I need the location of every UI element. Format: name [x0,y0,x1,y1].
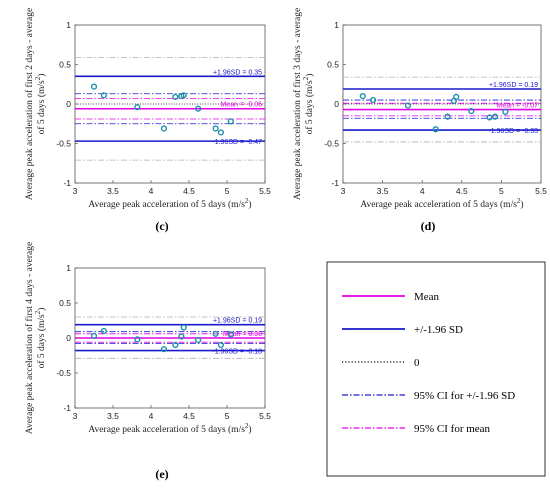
legend-frame [326,261,546,477]
data-point [217,341,225,349]
legend-label-ci_sd: 95% CI for +/-1.96 SD [414,390,515,402]
data-point [195,337,202,344]
x-tick-label: 5.5 [259,186,271,196]
x-tick-label: 5.5 [535,186,547,196]
x-tick-label: 3 [73,186,78,196]
data-point [180,92,187,99]
x-axis-label: Average peak acceleration of 5 days (m/s… [360,197,523,210]
data-point [486,114,493,121]
data-point [90,332,98,340]
legend-label-mean: Mean [414,291,440,303]
data-point [212,125,219,132]
mean-label: Mean = -0.06 [221,102,263,109]
data-point [217,129,225,136]
x-tick-label: 4 [420,186,425,196]
y-tick-label: 0.5 [59,298,71,308]
data-point [178,333,185,340]
panel-label: (c) [155,219,168,233]
y-tick-label: 0 [66,99,71,109]
x-axis-label: Average peak acceleration of 5 days (m/s… [88,422,251,435]
data-point [134,336,141,343]
x-tick-label: 4 [149,411,154,421]
legend-label-ci_mean: 95% CI for mean [414,423,491,435]
upper-sd-label: +1.96SD = 0.19 [213,318,262,325]
x-tick-label: 4.5 [456,186,468,196]
x-tick-label: 4.5 [183,411,195,421]
data-point [180,324,187,331]
data-point [100,92,107,99]
data-point [160,125,168,132]
y-tick-label: -0.5 [56,139,71,149]
panel-d: +1.96SD = 0.19 Mean = -0.07 -1.96SD = -0.3… [292,8,547,233]
upper-sd-label: +1.96SD = 0.19 [489,82,538,89]
lower-sd-label: -1.96SD = -0.18 [212,349,262,356]
data-point [212,330,219,337]
x-tick-label: 4 [149,186,154,196]
data-point [491,113,499,120]
panel-e: +1.96SD = 0.19 Mean = 0.00 -1.96SD = -0.18… [24,242,271,481]
data-point [453,93,460,100]
data-point [404,102,412,109]
y-tick-label: 0 [66,333,71,343]
data-point [134,104,141,111]
panel-label: (d) [421,219,436,233]
x-tick-label: 5 [225,411,230,421]
y-tick-label: -1 [63,178,71,188]
x-tick-label: 3.5 [107,186,119,196]
legend-label-zero: 0 [414,357,420,369]
data-point [432,126,439,133]
data-point [100,327,107,335]
y-tick-label: 0 [334,99,339,109]
upper-sd-label: +1.96SD = 0.35 [213,69,262,76]
panel-c: +1.96SD = 0.35 Mean = -0.06 -1.96SD = -0.4… [24,8,271,233]
y-axis-label: Average peak acceleration of first 4 day… [24,242,47,434]
panel-label: (e) [155,467,168,481]
y-tick-label: -0.5 [56,368,71,378]
y-tick-label: -0.5 [324,139,339,149]
data-point [359,92,366,100]
data-point [227,118,234,125]
x-tick-label: 4.5 [183,186,195,196]
data-point [90,83,98,90]
y-tick-label: 0.5 [59,60,71,70]
y-axis-label: Average peak acceleration of first 3 day… [292,8,315,200]
x-tick-label: 5.5 [259,411,271,421]
legend-label-sd: +/-1.96 SD [414,324,463,336]
data-point [195,105,202,112]
x-axis-label: Average peak acceleration of 5 days (m/s… [88,197,251,210]
data-point [172,341,179,349]
x-tick-label: 5 [499,186,504,196]
y-tick-label: -1 [331,178,339,188]
data-point [502,108,509,116]
y-tick-label: 1 [66,20,71,30]
data-point [172,93,179,100]
y-tick-label: 1 [66,263,71,273]
y-tick-label: -1 [63,403,71,413]
lower-sd-label: -1.96SD = -0.33 [488,128,538,135]
x-tick-label: 5 [225,186,230,196]
data-point [444,113,451,120]
x-tick-label: 3.5 [107,411,119,421]
x-tick-label: 3.5 [377,186,389,196]
y-axis-label: Average peak acceleration of first 2 day… [24,8,47,200]
data-point [369,96,377,104]
mean-label: Mean = 0.00 [223,331,262,338]
mean-label: Mean = -0.07 [497,103,539,110]
lower-sd-label: -1.96SD = -0.47 [212,139,262,146]
y-tick-label: 0.5 [327,60,339,70]
x-tick-label: 3 [73,411,78,421]
y-tick-label: 1 [334,20,339,30]
x-tick-label: 3 [341,186,346,196]
data-point [468,108,475,115]
legend: Mean +/-1.96 SD 0 95% CI for +/-1.96 SD 95% … [326,261,546,477]
data-point [160,346,168,353]
data-point [227,331,234,338]
